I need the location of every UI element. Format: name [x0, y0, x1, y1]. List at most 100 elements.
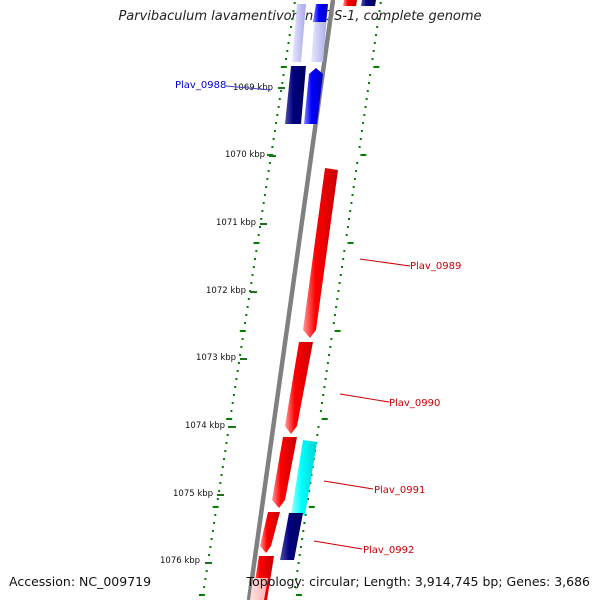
gc-skew-dot [239, 330, 246, 332]
gc-skew-dot [232, 394, 235, 396]
gc-skew-dot [360, 154, 367, 156]
gc-skew-dot [342, 258, 345, 260]
gene-feature-blue[interactable] [304, 68, 323, 124]
gene-label-plav-0990[interactable]: Plav_0990 [389, 398, 440, 409]
gc-skew-dot [211, 530, 214, 532]
gc-skew-dot [353, 178, 356, 180]
gc-skew-dot [307, 498, 309, 500]
kbp-scale: 1069 kbp 1070 kbp 1071 kbp 1072 kbp 1073… [160, 83, 285, 566]
gc-skew-dot [316, 434, 319, 436]
gc-skew-dot [299, 546, 302, 548]
gc-skew-dot [295, 594, 302, 596]
gc-skew-dot [377, 18, 380, 20]
tick-label: 1071 kbp [216, 218, 256, 228]
gc-skew-dot [246, 306, 249, 308]
gene-plav-0990[interactable] [285, 342, 313, 434]
leader-line [225, 85, 272, 91]
gc-skew-dot [339, 274, 342, 276]
gene-feature-blue-top[interactable] [313, 4, 328, 22]
gc-skew-dot [275, 122, 278, 124]
gc-skew-dot [272, 138, 275, 140]
gc-skew-dot [267, 170, 270, 172]
gc-skew-dot [244, 322, 247, 324]
gc-skew-dot [366, 90, 369, 92]
gc-skew-dot [372, 50, 375, 52]
leader-line [323, 480, 374, 490]
gene-feature-faded[interactable] [292, 4, 306, 62]
gene-feature-faded-red[interactable] [250, 578, 268, 600]
gc-skew-dot [210, 538, 213, 540]
gc-skew-dot [292, 10, 295, 12]
gc-skew-dot [214, 514, 217, 516]
gene-feature-red[interactable] [272, 437, 297, 508]
gc-skew-dot [259, 226, 261, 228]
gene-label-plav-0992[interactable]: Plav_0992 [363, 545, 414, 556]
gc-skew-dot [356, 162, 359, 164]
gene-label-plav-0988[interactable]: Plav_0988 [175, 80, 226, 91]
gc-skew-dot [335, 306, 338, 308]
gc-skew-dot [221, 466, 224, 468]
gc-skew-dot [376, 26, 379, 28]
gc-skew-dot [250, 282, 253, 284]
gc-skew-dot [280, 90, 283, 92]
gc-skew-dot [281, 82, 284, 84]
gc-skew-dot [378, 10, 381, 12]
gc-skew-dot [349, 210, 352, 212]
gc-skew-dot [263, 194, 266, 196]
gc-skew-dot [302, 530, 305, 532]
gc-skew-dot [251, 274, 254, 276]
gc-skew-dot [204, 578, 207, 580]
reverse-strand-genes [285, 0, 376, 124]
gene-plav-0992[interactable] [280, 513, 303, 560]
gc-skew-dot [224, 450, 227, 452]
gc-skew-dot [298, 554, 301, 556]
gc-skew-dot [308, 490, 311, 492]
gene-labels: Plav_0988 Plav_0989 Plav_0990 Plav_0991 … [175, 80, 461, 556]
gc-skew-dot [294, 586, 297, 588]
gc-skew-dot [317, 426, 320, 428]
gc-skew-dot [319, 410, 322, 412]
gc-skew-dot [230, 410, 233, 412]
gene-feature-red-top[interactable] [343, 0, 357, 6]
gc-skew-dot [268, 162, 271, 164]
gc-skew-dot [338, 282, 341, 284]
gc-skew-dot [245, 314, 248, 316]
gene-plav-0989[interactable] [303, 168, 338, 338]
gene-plav-0988[interactable] [285, 66, 306, 124]
gc-skew-dot [231, 402, 234, 404]
gc-skew-dot [252, 266, 255, 268]
gene-label-plav-0991[interactable]: Plav_0991 [374, 485, 425, 496]
gc-skew-dot [203, 586, 206, 588]
gc-skew-dot [379, 2, 382, 4]
gc-skew-dot [213, 522, 216, 524]
gc-skew-dot [324, 378, 327, 380]
gc-skew-dot [254, 258, 256, 260]
gc-skew-dot [326, 362, 329, 364]
gc-skew-dot [277, 106, 280, 108]
gc-skew-dot [237, 362, 240, 364]
gc-skew-dot [288, 34, 291, 36]
gc-skew-dot [247, 298, 250, 300]
gene-feature-navy-top[interactable] [361, 0, 376, 6]
gc-skew-dot [260, 218, 263, 220]
gene-feature-red-lower[interactable] [260, 512, 280, 553]
gc-skew-dot [301, 538, 304, 540]
gc-skew-dot [240, 346, 243, 348]
gc-skew-dot [359, 138, 362, 140]
gc-skew-dot [309, 482, 312, 484]
gc-skew-dot [198, 594, 205, 596]
gene-label-plav-0989[interactable]: Plav_0989 [410, 261, 461, 272]
gc-skew-dot [295, 578, 298, 580]
gc-skew-dot [358, 146, 361, 148]
gc-skew-dot [362, 122, 365, 124]
forward-strand-genes [250, 168, 338, 600]
gc-skew-dot [371, 58, 374, 60]
gc-skew-dot [296, 570, 299, 572]
gc-skew-dot [297, 562, 300, 564]
gc-skew-dot [330, 338, 333, 340]
gc-skew-dot [369, 74, 372, 76]
gc-skew-dot [352, 186, 355, 188]
gene-plav-0991[interactable] [291, 440, 317, 515]
gc-skew-dot [293, 2, 296, 4]
gc-skew-dot [239, 354, 242, 356]
